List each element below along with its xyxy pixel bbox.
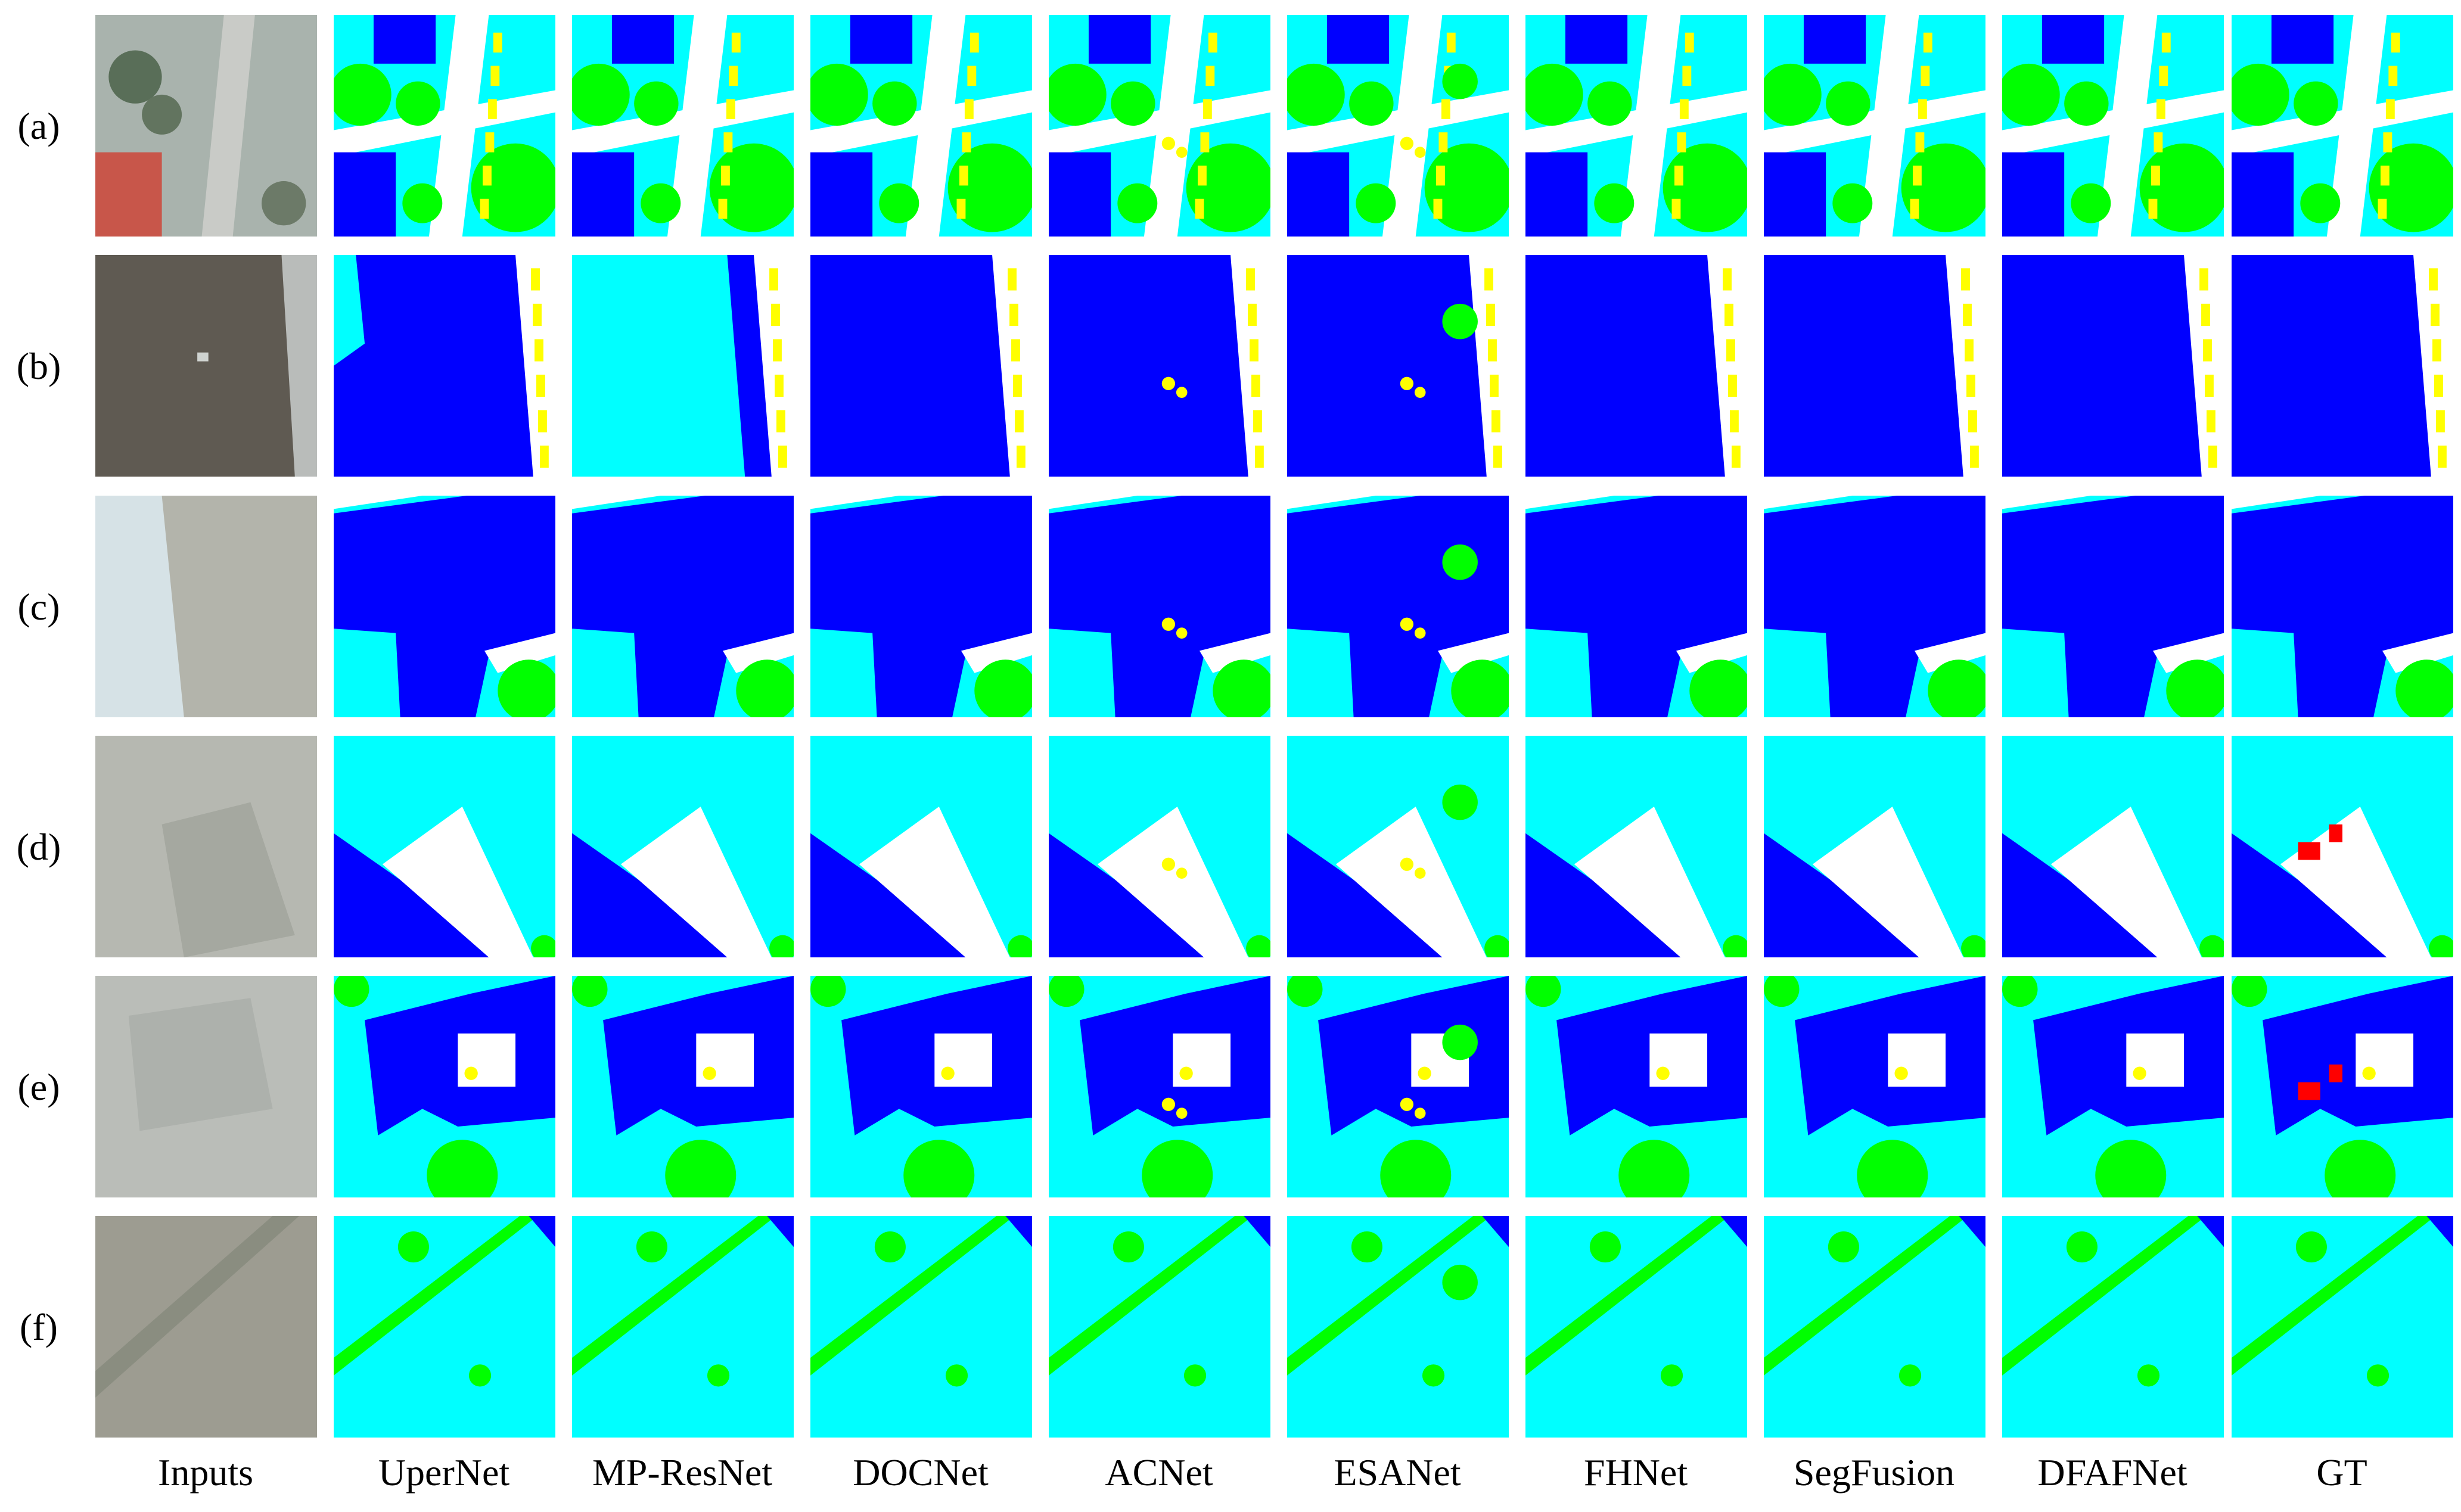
tile-a-docnet [810,15,1032,237]
row-label-b: (b) [16,345,61,387]
tile-f-mp-resnet [572,1216,794,1438]
tile-c-upernet [334,496,555,717]
tile-e-gt [2232,976,2453,1197]
tile-b-segfusion [1764,255,1985,477]
tile-c-gt [2232,496,2453,717]
tile-e-docnet [810,976,1032,1197]
tile-a-dfafnet [2002,15,2224,237]
tile-c-inputs [95,496,317,717]
tile-e-acnet [1049,976,1270,1197]
tile-d-upernet [334,736,555,957]
tile-f-esanet [1287,1216,1509,1438]
column-label-gt: GT [2316,1451,2367,1494]
tile-f-dfafnet [2002,1216,2224,1438]
tile-a-acnet [1049,15,1270,237]
tile-e-fhnet [1525,976,1747,1197]
column-label-mp-resnet: MP-ResNet [592,1451,773,1494]
tile-b-inputs [95,255,317,477]
tile-f-inputs [95,1216,317,1438]
tile-a-inputs [95,15,317,237]
tile-b-gt [2232,255,2453,477]
tile-e-dfafnet [2002,976,2224,1197]
tile-a-mp-resnet [572,15,794,237]
tile-f-acnet [1049,1216,1270,1438]
tile-c-mp-resnet [572,496,794,717]
tile-c-docnet [810,496,1032,717]
column-label-segfusion: SegFusion [1793,1451,1955,1494]
row-label-a: (a) [17,105,60,147]
tile-b-mp-resnet [572,255,794,477]
column-label-dfafnet: DFAFNet [2037,1451,2187,1494]
tile-d-acnet [1049,736,1270,957]
tile-e-inputs [95,976,317,1197]
tile-b-esanet [1287,255,1509,477]
tile-d-gt [2232,736,2453,957]
tile-a-upernet [334,15,555,237]
tile-d-fhnet [1525,736,1747,957]
tile-c-fhnet [1525,496,1747,717]
column-label-docnet: DOCNet [853,1451,989,1494]
column-label-inputs: Inputs [158,1451,253,1494]
row-label-f: (f) [20,1306,58,1348]
row-label-c: (c) [17,586,60,628]
tile-c-esanet [1287,496,1509,717]
tile-f-docnet [810,1216,1032,1438]
tile-a-fhnet [1525,15,1747,237]
tile-a-gt [2232,15,2453,237]
tile-e-mp-resnet [572,976,794,1197]
tile-f-upernet [334,1216,555,1438]
column-label-esanet: ESANet [1334,1451,1461,1494]
tile-d-dfafnet [2002,736,2224,957]
row-label-d: (d) [16,826,61,868]
tile-d-mp-resnet [572,736,794,957]
tile-b-upernet [334,255,555,477]
tile-d-docnet [810,736,1032,957]
tile-d-esanet [1287,736,1509,957]
tile-a-esanet [1287,15,1509,237]
tile-b-dfafnet [2002,255,2224,477]
tile-b-docnet [810,255,1032,477]
tile-a-segfusion [1764,15,1985,237]
tile-d-segfusion [1764,736,1985,957]
tile-f-gt [2232,1216,2453,1438]
tile-f-fhnet [1525,1216,1747,1438]
row-label-e: (e) [17,1066,60,1108]
tile-c-acnet [1049,496,1270,717]
column-label-upernet: UperNet [378,1451,510,1494]
tile-e-upernet [334,976,555,1197]
column-label-acnet: ACNet [1105,1451,1213,1494]
column-label-fhnet: FHNet [1583,1451,1688,1494]
tile-f-segfusion [1764,1216,1985,1438]
tile-b-fhnet [1525,255,1747,477]
tile-d-inputs [95,736,317,957]
tile-b-acnet [1049,255,1270,477]
tile-c-dfafnet [2002,496,2224,717]
tile-e-esanet [1287,976,1509,1197]
tile-e-segfusion [1764,976,1985,1197]
tile-c-segfusion [1764,496,1985,717]
